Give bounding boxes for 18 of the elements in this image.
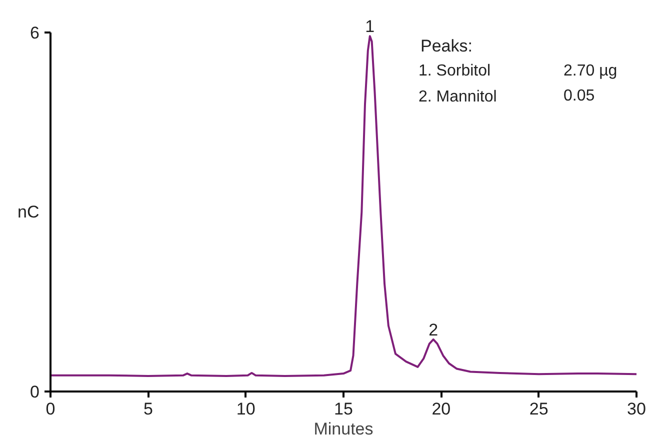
x-tick-label: 10 bbox=[236, 400, 256, 418]
line-series bbox=[50, 35, 636, 377]
annotation: 2.70 µg bbox=[564, 62, 618, 80]
x-tick-label: 5 bbox=[143, 400, 153, 418]
x-tick-label: 30 bbox=[627, 400, 646, 418]
annotation: 1 bbox=[365, 17, 375, 36]
annotation: 2 bbox=[428, 320, 438, 340]
y-axis-title: nC bbox=[18, 202, 40, 222]
x-tick-label: 20 bbox=[432, 400, 451, 418]
x-axis-title: Minutes bbox=[314, 420, 374, 438]
annotation: 2. Mannitol bbox=[418, 88, 497, 106]
x-tick-label: 25 bbox=[529, 400, 548, 418]
x-tick-label: 0 bbox=[46, 400, 56, 418]
annotation: Peaks: bbox=[420, 36, 472, 56]
y-tick-label: 6 bbox=[30, 24, 40, 42]
annotation: 0.05 bbox=[564, 88, 595, 104]
x-tick-label: 15 bbox=[334, 400, 353, 418]
annotation: 1. Sorbitol bbox=[418, 62, 491, 80]
